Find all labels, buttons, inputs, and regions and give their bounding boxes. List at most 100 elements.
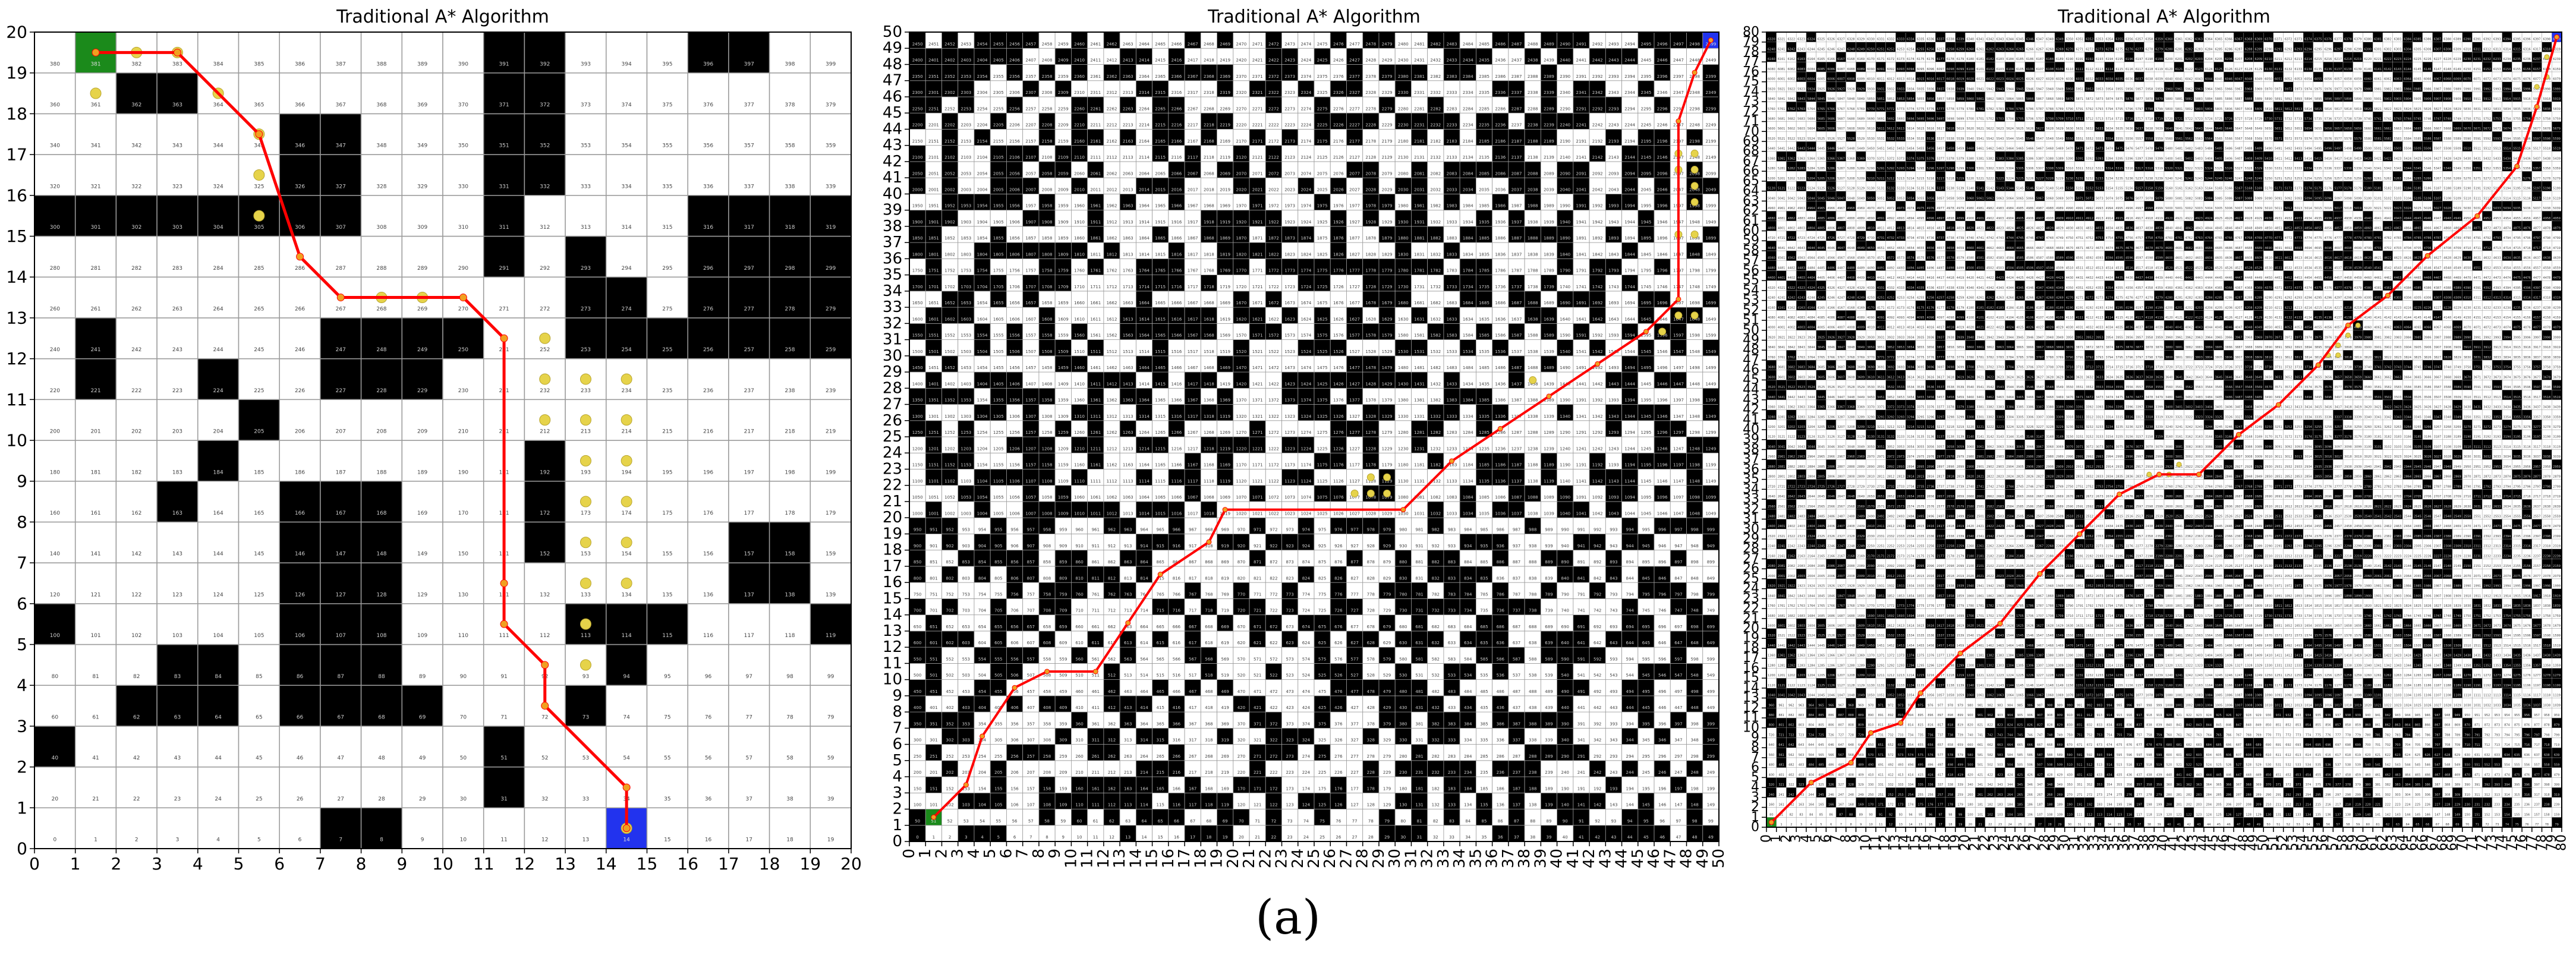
- cell-index-label: 391: [499, 61, 509, 67]
- cell-index-label: 238: [1529, 770, 1536, 775]
- cell-index-label: 590: [1561, 657, 1569, 661]
- cell-index-label: 588: [1529, 657, 1536, 661]
- cell-index-label: 929: [1383, 544, 1391, 549]
- cell-index-label: 320: [50, 184, 60, 190]
- cell-index-label: 1892: [1592, 236, 1603, 241]
- cell-index-label: 1080: [1398, 495, 1409, 500]
- cell-index-label: 81: [92, 674, 99, 680]
- cell-index-label: 1182: [1430, 463, 1441, 468]
- cell-index-label: 947: [1674, 544, 1682, 549]
- cell-index-label: 220: [50, 388, 60, 394]
- cell-index-label: 1536: [1495, 349, 1506, 354]
- cell-index-label: 526: [1334, 673, 1343, 678]
- cell-index-label: 1294: [1624, 430, 1635, 435]
- cell-index-label: 1500: [912, 349, 923, 354]
- cell-index-label: 48: [1692, 835, 1698, 840]
- cell-index-label: 117: [744, 633, 754, 639]
- grid-cell: [1605, 809, 1622, 826]
- cell-index-label: 1367: [1188, 398, 1198, 403]
- cell-index-label: 541: [1577, 673, 1585, 678]
- cell-index-label: 337: [1513, 738, 1520, 743]
- cell-index-label: 1772: [1268, 269, 1279, 273]
- cell-index-label: 191: [1577, 786, 1585, 791]
- cell-index-label: 207: [336, 429, 346, 435]
- cell-index-label: 417: [1189, 705, 1196, 710]
- grid-cell: [1298, 809, 1315, 826]
- cell-index-label: 831: [1415, 576, 1423, 581]
- cell-index-label: 46: [297, 755, 304, 761]
- cell-index-label: 434: [1464, 705, 1472, 710]
- path-node: [336, 294, 345, 302]
- cell-index-label: 720: [1237, 609, 1245, 613]
- cell-index-label: 124: [213, 592, 223, 598]
- cell-index-label: 1952: [944, 204, 955, 209]
- cell-index-label: 966: [1173, 528, 1181, 532]
- cell-index-label: 1795: [1641, 269, 1652, 273]
- cell-index-label: 168: [1205, 786, 1213, 791]
- cell-index-label: 398: [1690, 721, 1698, 726]
- cell-index-label: 1934: [1463, 220, 1473, 225]
- cell-index-label: 186: [1497, 786, 1505, 791]
- cell-index-label: 154: [622, 551, 632, 557]
- cell-index-label: 41: [1579, 835, 1584, 840]
- cell-index-label: 1808: [1042, 252, 1053, 257]
- cell-index-label: 690: [1561, 625, 1569, 629]
- cell-index-label: 1870: [1236, 236, 1247, 241]
- cell-index-label: 444: [1626, 705, 1634, 710]
- cell-index-label: 1862: [1107, 236, 1117, 241]
- cell-index-label: 987: [1513, 528, 1520, 532]
- cell-index-label: 1012: [1107, 511, 1117, 516]
- cell-index-label: 696: [1658, 625, 1667, 629]
- cell-index-label: 199: [826, 469, 836, 475]
- grid-cell: [1184, 727, 1201, 745]
- cell-index-label: 57: [746, 755, 752, 761]
- cell-index-label: 80: [1400, 819, 1406, 824]
- cell-index-label: 382: [131, 61, 141, 67]
- grid-cell: [1443, 695, 1460, 713]
- cell-index-label: 835: [1480, 576, 1488, 581]
- grid-cell: [728, 399, 770, 441]
- cell-index-label: 278: [785, 307, 795, 313]
- cell-index-label: 1460: [1074, 365, 1085, 370]
- cell-index-label: 599: [1707, 657, 1715, 661]
- cell-index-label: 718: [1205, 609, 1213, 613]
- obstacle-cell: [1330, 792, 1347, 809]
- cell-index-label: 869: [1221, 560, 1229, 565]
- cell-index-label: 1838: [1528, 252, 1538, 257]
- cell-index-label: 1087: [1511, 495, 1522, 500]
- grid-cell: [728, 807, 770, 849]
- cell-index-label: 1513: [1123, 349, 1133, 354]
- cell-index-label: 39: [827, 796, 834, 802]
- cell-index-label: 736: [1497, 609, 1505, 613]
- cell-index-label: 684: [1464, 625, 1472, 629]
- obstacle-cell: [320, 521, 362, 563]
- cell-index-label: 33: [582, 796, 589, 802]
- grid-cell: [1135, 825, 1152, 842]
- cell-index-label: 1516: [1172, 349, 1182, 354]
- cell-index-label: 286: [295, 266, 305, 272]
- cell-index-label: 1845: [1641, 252, 1652, 257]
- grid-cell: [925, 695, 942, 713]
- cell-index-label: 48: [378, 755, 385, 761]
- grid-cell: [1670, 679, 1687, 696]
- cell-index-label: 170: [458, 510, 468, 516]
- cell-index-label: 298: [785, 266, 795, 272]
- cell-index-label: 1003: [961, 511, 971, 516]
- cell-index-label: 1106: [1009, 479, 1020, 484]
- cell-index-label: 358: [785, 143, 795, 149]
- obstacle-cell: [606, 276, 648, 319]
- cell-index-label: 1172: [1268, 463, 1279, 468]
- cell-index-label: 906: [1010, 544, 1019, 549]
- cell-index-label: 577: [1350, 657, 1358, 661]
- cell-index-label: 1497: [1673, 365, 1684, 370]
- grid-cell: [74, 235, 117, 278]
- cell-index-label: 143: [172, 551, 182, 557]
- cell-index-label: 295: [1642, 754, 1650, 759]
- cell-index-label: 1864: [1139, 236, 1150, 241]
- grid-cell: [34, 154, 76, 196]
- cell-index-label: 1268: [1204, 430, 1214, 435]
- cell-index-label: 1608: [1042, 317, 1053, 322]
- cell-index-label: 1450: [912, 365, 923, 370]
- cell-index-label: 103: [962, 803, 970, 808]
- cell-index-label: 801: [930, 576, 937, 581]
